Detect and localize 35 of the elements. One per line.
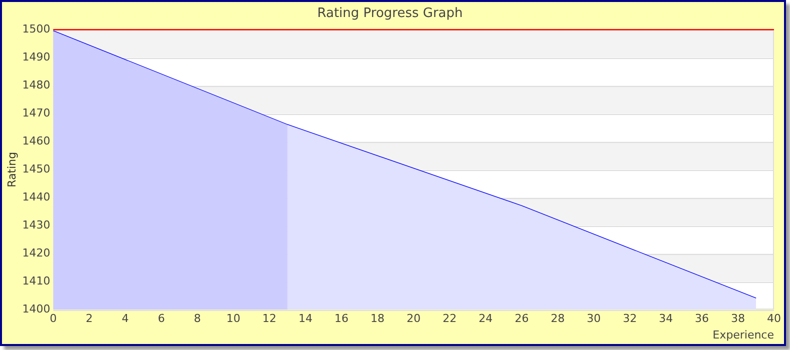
x-tick-label: 2 bbox=[86, 312, 93, 326]
y-tick-label: 1440 bbox=[22, 190, 50, 204]
y-axis-title: Rating bbox=[5, 152, 18, 188]
x-tick-label: 38 bbox=[730, 312, 745, 326]
x-tick-label: 10 bbox=[226, 312, 240, 326]
x-tick-label: 30 bbox=[586, 312, 601, 326]
x-tick-label: 20 bbox=[406, 312, 421, 326]
x-tick-label: 22 bbox=[442, 312, 457, 326]
x-tick-label: 40 bbox=[767, 312, 781, 326]
x-tick-label: 36 bbox=[694, 312, 709, 326]
x-tick-label: 12 bbox=[262, 312, 276, 326]
x-axis-title: Experience bbox=[712, 328, 774, 342]
y-tick-label: 1450 bbox=[22, 162, 50, 176]
x-tick-label: 28 bbox=[550, 312, 565, 326]
y-tick-label: 1480 bbox=[22, 78, 50, 92]
y-tick-label: 1470 bbox=[22, 106, 50, 120]
x-tick-label: 0 bbox=[50, 312, 57, 326]
x-tick-label: 8 bbox=[194, 312, 201, 326]
y-tick-label: 1430 bbox=[22, 218, 50, 232]
y-tick-label: 1400 bbox=[22, 302, 50, 316]
y-tick-label: 1420 bbox=[22, 246, 50, 260]
y-tick-label: 1500 bbox=[22, 22, 50, 36]
chart-title: Rating Progress Graph bbox=[317, 6, 463, 22]
y-tick-label: 1410 bbox=[22, 274, 50, 288]
y-tick-label: 1490 bbox=[22, 50, 50, 64]
x-tick-label: 18 bbox=[370, 312, 385, 326]
x-tick-label: 26 bbox=[514, 312, 529, 326]
x-tick-label: 4 bbox=[122, 312, 129, 326]
x-tick-label: 6 bbox=[158, 312, 165, 326]
x-tick-label: 16 bbox=[334, 312, 349, 326]
x-tick-label: 34 bbox=[658, 312, 673, 326]
x-tick-label: 24 bbox=[478, 312, 493, 326]
x-tick-label: 32 bbox=[622, 312, 637, 326]
y-tick-label: 1460 bbox=[22, 134, 50, 148]
x-tick-label: 14 bbox=[298, 312, 312, 326]
